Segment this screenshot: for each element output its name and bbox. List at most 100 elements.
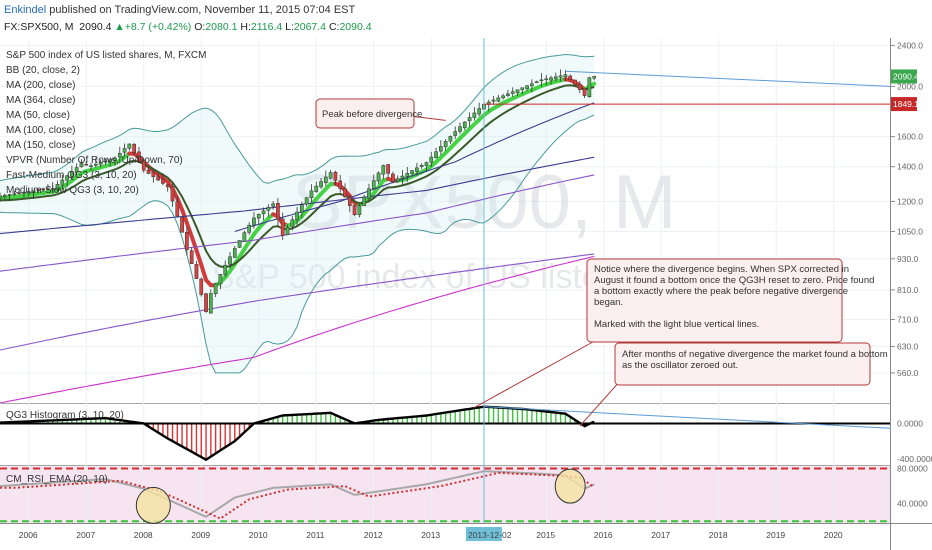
candle-body — [103, 160, 108, 163]
peak-callout[interactable] — [315, 98, 415, 129]
candle-body — [213, 283, 218, 295]
candle-body — [141, 159, 146, 171]
price-label-text: 1849.1 — [893, 99, 919, 109]
legend-ma50[interactable]: MA (50, close) — [6, 110, 70, 121]
legend-qg3-slow[interactable]: Medium-Slow QG3 (3, 10, 20) — [6, 185, 139, 196]
time-tick-label: 2009 — [191, 530, 210, 540]
time-tick-label: 2011 — [306, 530, 325, 540]
candle-body — [175, 201, 180, 217]
moving-average-line — [234, 102, 595, 233]
time-tick-label: 2012 — [364, 530, 383, 540]
qg3-fast-segment — [175, 196, 185, 212]
candle-body — [314, 185, 319, 192]
candle-body — [89, 165, 93, 167]
price-tick-label: 710.0 — [897, 315, 919, 325]
open-label: O: — [194, 21, 206, 33]
candle-body — [467, 117, 472, 122]
rsi-ema-line — [0, 471, 595, 520]
last-price: 2090.4 — [79, 21, 112, 33]
overlay-lines: 2090.4 1849.1 2013-12-02 — [135, 38, 919, 541]
candle-body — [189, 250, 194, 264]
candle-body — [113, 157, 117, 161]
candle-body — [592, 76, 597, 79]
candle-body — [434, 151, 438, 158]
candle-body — [328, 172, 333, 179]
annotations: Peak before divergence Notice where the … — [315, 98, 888, 386]
candle-body — [247, 224, 252, 233]
candle-body — [79, 163, 84, 168]
candle-body — [300, 204, 304, 213]
legend-ma364[interactable]: MA (364, close) — [6, 95, 75, 106]
candle-body — [352, 205, 357, 215]
high-value: 2116.4 — [250, 21, 283, 33]
candle-body — [477, 108, 482, 115]
candle-body — [60, 179, 65, 186]
candle-body — [31, 190, 36, 193]
legend-ma100[interactable]: MA (100, close) — [6, 125, 75, 136]
bottom-callout[interactable] — [614, 342, 871, 386]
divergence-callout[interactable] — [586, 258, 843, 343]
candle-body — [371, 180, 376, 189]
qg3-fast-segment — [189, 234, 199, 253]
candle-body — [0, 195, 2, 199]
candle-body — [223, 265, 228, 275]
legend-ma200[interactable]: MA (200, close) — [6, 80, 75, 91]
candle-body — [534, 81, 539, 84]
moving-average-line — [0, 255, 595, 403]
candle-body — [525, 85, 529, 90]
publish-line: Enkindel published on TradingView.com, N… — [4, 4, 355, 16]
candle-body — [194, 264, 199, 279]
highlight-circle — [554, 468, 586, 504]
candle-body — [448, 136, 453, 142]
candle-body — [319, 181, 323, 188]
candle-body — [252, 217, 256, 226]
candle-body — [26, 191, 31, 194]
divergence-callout-line: began. — [594, 297, 623, 308]
high-label: H: — [240, 21, 251, 33]
up-arrow-icon: ▲ — [114, 21, 125, 33]
author-link[interactable]: Enkindel — [4, 4, 47, 16]
oscillator-trend-line — [483, 406, 891, 429]
candle-body — [343, 188, 347, 198]
candle-body — [237, 240, 242, 248]
candle-body — [462, 121, 467, 129]
symbol-label[interactable]: FX:SPX500, M — [4, 21, 74, 33]
candle-body — [357, 205, 362, 216]
candle-body — [472, 112, 477, 118]
legend-vpvr[interactable]: VPVR (Number Of Rows, Up/Down, 70) — [6, 155, 183, 166]
candle-body — [70, 171, 74, 177]
legend-bb[interactable]: BB (20, close, 2) — [6, 65, 80, 76]
candle-body — [208, 293, 213, 314]
time-tick-label: 2008 — [134, 530, 153, 540]
price-tick-label: 560.0 — [897, 368, 919, 378]
candle-body — [563, 74, 568, 77]
divergence-callout-line: Notice where the divergence begins. When… — [594, 264, 849, 275]
candle-body — [146, 169, 151, 174]
candle-body — [544, 78, 549, 81]
candle-body — [165, 184, 170, 188]
price-tick-label: 2000.0 — [897, 81, 923, 91]
candle-body — [391, 173, 395, 182]
candle-body — [127, 143, 132, 149]
candle-body — [347, 197, 352, 206]
candle-body — [108, 159, 113, 162]
rsi-line — [0, 470, 595, 518]
price-chart[interactable]: 2400.0 2000.0 1600.0 1400.0 1200.0 1050.0 930.… — [0, 38, 932, 550]
price-change: +8.7 (+0.42%) — [124, 21, 192, 33]
candle-body — [558, 75, 563, 78]
legend-oscillator[interactable]: QG3 Histogram (3, 10, 20) — [6, 410, 124, 421]
candle-body — [151, 171, 156, 178]
legend-qg3-fast[interactable]: Fast-Medium QG3 (3, 10, 20) — [6, 170, 137, 181]
legend-title[interactable]: S&P 500 index of US listed shares, M, FX… — [6, 50, 206, 61]
candles — [0, 69, 597, 314]
price-tick-label: 1200.0 — [897, 196, 923, 206]
time-tick-label: 2018 — [709, 530, 728, 540]
legend-ma150[interactable]: MA (150, close) — [6, 140, 75, 151]
candle-body — [242, 232, 247, 242]
peak-callout-text: Peak before divergence — [322, 109, 422, 120]
legend-rsi[interactable]: CM_RSI_EMA (20, 10) — [6, 474, 108, 485]
moving-average-line — [0, 156, 595, 235]
candle-body — [55, 183, 60, 190]
candle-body — [285, 227, 290, 235]
candle-body — [419, 164, 424, 167]
